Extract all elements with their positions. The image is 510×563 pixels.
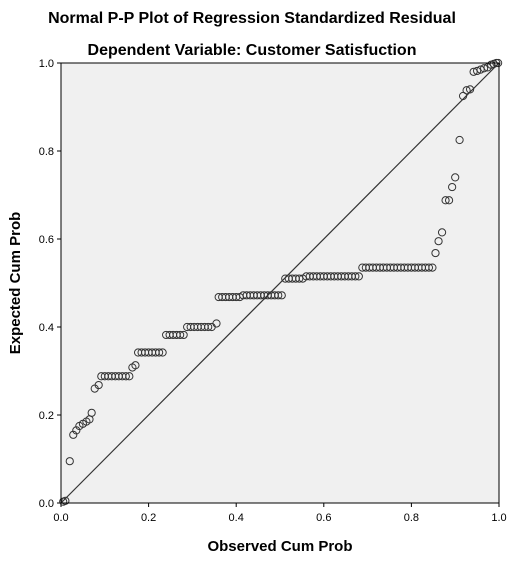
data-point [158, 348, 167, 357]
data-point [274, 291, 283, 300]
x-tick-label: 0.8 [404, 512, 419, 524]
x-axis-label: Observed Cum Prob [207, 538, 352, 555]
plot-frame [60, 62, 500, 504]
y-axis-ticks: 0.0 0.2 0.4 0.6 0.8 1.0 [39, 58, 61, 510]
y-tick-label: 0.0 [39, 498, 54, 510]
data-point [212, 319, 221, 328]
data-point [465, 85, 475, 94]
data-point [131, 361, 140, 370]
data-point [87, 408, 96, 417]
data-point [428, 263, 437, 272]
data-point [480, 64, 489, 73]
data-point [176, 330, 185, 340]
data-point [441, 196, 450, 205]
data-point [94, 380, 103, 390]
x-tick-label: 0.6 [316, 512, 331, 524]
data-points [59, 58, 503, 506]
data-point [444, 196, 454, 205]
x-tick-label: 0.4 [229, 512, 244, 524]
data-point [424, 263, 434, 272]
y-tick-label: 0.4 [39, 322, 54, 334]
chart-subtitle: Dependent Variable: Customer Satisfuctio… [88, 42, 417, 59]
data-point [204, 322, 213, 332]
data-point [125, 372, 134, 381]
y-tick-label: 0.6 [39, 234, 54, 246]
data-point [462, 86, 471, 95]
data-point [61, 496, 70, 505]
x-tick-label: 0.0 [53, 512, 68, 524]
y-tick-label: 0.2 [39, 410, 54, 422]
data-point [448, 182, 457, 192]
data-point [434, 237, 443, 246]
data-point [277, 291, 286, 300]
data-point [179, 330, 188, 340]
data-point [431, 248, 440, 258]
data-point [455, 135, 464, 145]
data-point [155, 348, 164, 357]
data-point [121, 372, 130, 381]
x-axis-ticks: 0.0 0.2 0.4 0.6 0.8 1.0 [53, 503, 507, 524]
data-point [437, 228, 447, 237]
data-point [473, 66, 482, 76]
data-point [451, 173, 460, 182]
y-tick-label: 1.0 [39, 58, 54, 70]
data-point [351, 272, 360, 281]
y-tick-label: 0.8 [39, 146, 54, 158]
x-tick-label: 1.0 [491, 512, 506, 524]
data-point [354, 272, 363, 281]
y-axis-label: Expected Cum Prob [7, 212, 24, 355]
reference-line [60, 62, 500, 504]
data-point [65, 457, 74, 466]
chart-title: Normal P-P Plot of Regression Standardiz… [48, 10, 456, 27]
x-tick-label: 0.2 [141, 512, 156, 524]
